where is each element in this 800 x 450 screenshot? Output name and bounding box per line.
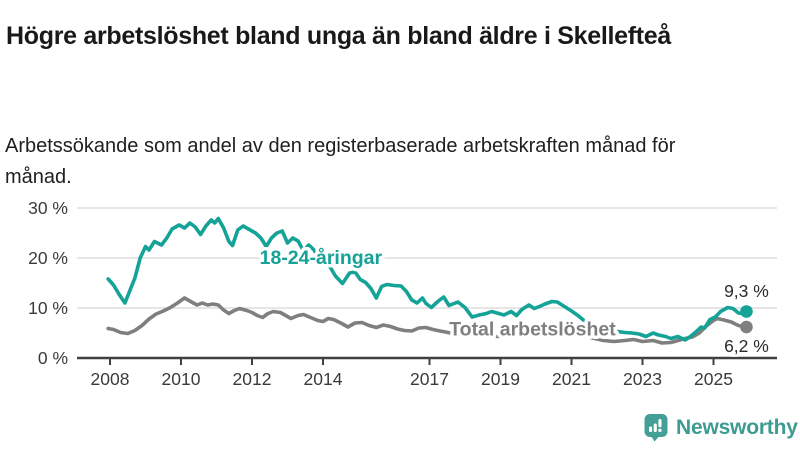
y-axis-label-30: 30 % xyxy=(28,198,68,218)
line-18-24-aringar xyxy=(106,216,748,342)
x-axis-label-2025: 2025 xyxy=(694,369,733,389)
end-dot-total-arbetsloshet xyxy=(740,320,753,334)
x-axis-label-2012: 2012 xyxy=(233,369,272,389)
newsworthy-branding: Newsworthy xyxy=(644,413,798,442)
x-axis-label-2023: 2023 xyxy=(623,369,662,389)
x-axis-label-2010: 2010 xyxy=(162,369,201,389)
end-value-label-total-arbetsloshet: 6,2 % xyxy=(724,336,769,356)
y-axis-label-0: 0 % xyxy=(38,348,68,368)
y-axis-label-20: 20 % xyxy=(28,248,68,268)
end-value-label-18-24-aringar: 9,3 % xyxy=(724,281,769,301)
line-total-arbetsloshet xyxy=(106,296,748,345)
series-label-total-arbetsloshet: Total arbetslöshet xyxy=(449,318,616,340)
x-axis-label-2014: 2014 xyxy=(304,369,343,389)
page-subtitle: Arbetssökande som andel av den registerb… xyxy=(5,135,676,188)
series-label-18-24-aringar: 18-24-åringar xyxy=(260,246,383,269)
x-axis-label-2008: 2008 xyxy=(91,369,130,389)
x-axis-label-2017: 2017 xyxy=(410,369,449,389)
brand-wordmark: Newsworthy xyxy=(676,415,798,439)
page-title: Högre arbetslöshet bland unga än bland ä… xyxy=(6,21,672,50)
x-axis-label-2021: 2021 xyxy=(552,369,591,389)
x-axis-label-2019: 2019 xyxy=(481,369,520,389)
y-axis-label-10: 10 % xyxy=(28,298,68,318)
end-dot-18-24-aringar xyxy=(740,305,753,318)
newsworthy-logo-icon xyxy=(644,414,668,442)
